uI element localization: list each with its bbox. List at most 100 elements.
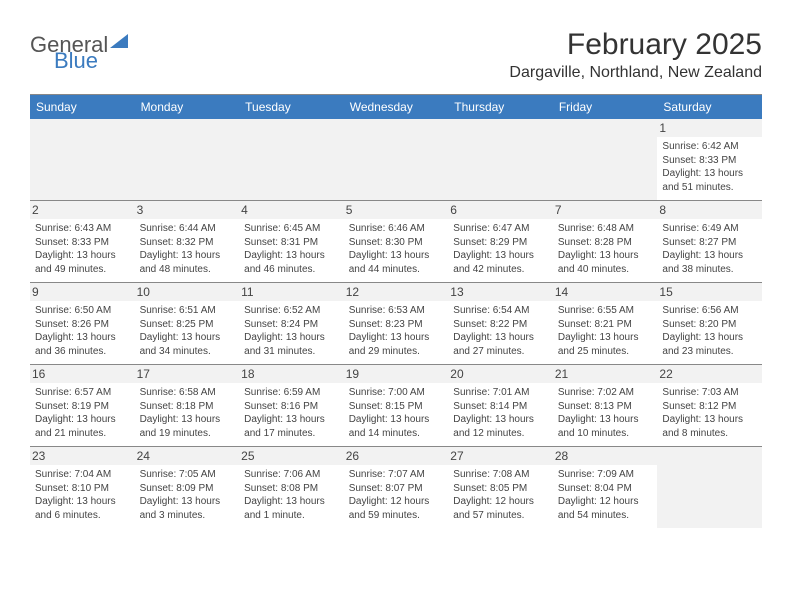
day-number: 27 <box>448 447 553 465</box>
sunset-text: Sunset: 8:12 PM <box>662 400 757 414</box>
day-details: Sunrise: 6:44 AMSunset: 8:32 PMDaylight:… <box>140 222 235 276</box>
day-cell: 15Sunrise: 6:56 AMSunset: 8:20 PMDayligh… <box>657 283 762 364</box>
sunrise-text: Sunrise: 6:54 AM <box>453 304 548 318</box>
day-cell: 18Sunrise: 6:59 AMSunset: 8:16 PMDayligh… <box>239 365 344 446</box>
day-details: Sunrise: 7:00 AMSunset: 8:15 PMDaylight:… <box>349 386 444 440</box>
day-details: Sunrise: 6:46 AMSunset: 8:30 PMDaylight:… <box>349 222 444 276</box>
week-row: 9Sunrise: 6:50 AMSunset: 8:26 PMDaylight… <box>30 282 762 364</box>
day-cell: 8Sunrise: 6:49 AMSunset: 8:27 PMDaylight… <box>657 201 762 282</box>
day-number: 23 <box>30 447 135 465</box>
sunset-text: Sunset: 8:27 PM <box>662 236 757 250</box>
day-number: 26 <box>344 447 449 465</box>
sunrise-text: Sunrise: 7:07 AM <box>349 468 444 482</box>
day-cell: 22 Sunrise: 7:03 AMSunset: 8:12 PMDayligh… <box>657 365 762 446</box>
sunrise-text: Sunrise: 6:52 AM <box>244 304 339 318</box>
day-details: Sunrise: 6:43 AMSunset: 8:33 PMDaylight:… <box>35 222 130 276</box>
sunset-text: Sunset: 8:23 PM <box>349 318 444 332</box>
day-details: Sunrise: 6:55 AMSunset: 8:21 PMDaylight:… <box>558 304 653 358</box>
daylight-text: Daylight: 12 hours and 57 minutes. <box>453 495 548 522</box>
daylight-text: Daylight: 13 hours and 36 minutes. <box>35 331 130 358</box>
sunrise-text: Sunrise: 6:50 AM <box>35 304 130 318</box>
daylight-text: Daylight: 13 hours and 44 minutes. <box>349 249 444 276</box>
sunset-text: Sunset: 8:18 PM <box>140 400 235 414</box>
day-cell-blank <box>448 119 553 200</box>
day-number: 25 <box>239 447 344 465</box>
sunset-text: Sunset: 8:16 PM <box>244 400 339 414</box>
sunrise-text: Sunrise: 7:03 AM <box>662 386 757 400</box>
sunset-text: Sunset: 8:33 PM <box>35 236 130 250</box>
day-cell: 26Sunrise: 7:07 AMSunset: 8:07 PMDayligh… <box>344 447 449 528</box>
sunrise-text: Sunrise: 6:46 AM <box>349 222 444 236</box>
day-number: 7 <box>553 201 658 219</box>
day-cell: 16Sunrise: 6:57 AMSunset: 8:19 PMDayligh… <box>30 365 135 446</box>
day-number: 6 <box>448 201 553 219</box>
sunset-text: Sunset: 8:15 PM <box>349 400 444 414</box>
day-number: 14 <box>553 283 658 301</box>
day-details: Sunrise: 6:52 AMSunset: 8:24 PMDaylight:… <box>244 304 339 358</box>
weekday-header: Wednesday <box>344 95 449 119</box>
day-details: Sunrise: 6:45 AMSunset: 8:31 PMDaylight:… <box>244 222 339 276</box>
daylight-text: Daylight: 13 hours and 42 minutes. <box>453 249 548 276</box>
sunrise-text: Sunrise: 7:01 AM <box>453 386 548 400</box>
daylight-text: Daylight: 13 hours and 12 minutes. <box>453 413 548 440</box>
weeks-container: 1Sunrise: 6:42 AMSunset: 8:33 PMDaylight… <box>30 119 762 528</box>
sunset-text: Sunset: 8:19 PM <box>35 400 130 414</box>
day-cell: 20Sunrise: 7:01 AMSunset: 8:14 PMDayligh… <box>448 365 553 446</box>
day-details: Sunrise: 7:08 AMSunset: 8:05 PMDaylight:… <box>453 468 548 522</box>
day-cell: 10Sunrise: 6:51 AMSunset: 8:25 PMDayligh… <box>135 283 240 364</box>
sunrise-text: Sunrise: 6:48 AM <box>558 222 653 236</box>
logo-text-blue: Blue <box>54 50 128 72</box>
day-details: Sunrise: 6:47 AMSunset: 8:29 PMDaylight:… <box>453 222 548 276</box>
day-number: 13 <box>448 283 553 301</box>
day-details: Sunrise: 6:53 AMSunset: 8:23 PMDaylight:… <box>349 304 444 358</box>
day-cell: 28Sunrise: 7:09 AMSunset: 8:04 PMDayligh… <box>553 447 658 528</box>
day-cell-blank <box>239 119 344 200</box>
sunset-text: Sunset: 8:13 PM <box>558 400 653 414</box>
day-cell: 5Sunrise: 6:46 AMSunset: 8:30 PMDaylight… <box>344 201 449 282</box>
daylight-text: Daylight: 13 hours and 19 minutes. <box>140 413 235 440</box>
sunrise-text: Sunrise: 7:04 AM <box>35 468 130 482</box>
sunset-text: Sunset: 8:14 PM <box>453 400 548 414</box>
daylight-text: Daylight: 13 hours and 29 minutes. <box>349 331 444 358</box>
day-number: 15 <box>657 283 762 301</box>
day-cell: 2 Sunrise: 6:43 AMSunset: 8:33 PMDaylight… <box>30 201 135 282</box>
day-cell: 9Sunrise: 6:50 AMSunset: 8:26 PMDaylight… <box>30 283 135 364</box>
daylight-text: Daylight: 13 hours and 25 minutes. <box>558 331 653 358</box>
sunrise-text: Sunrise: 6:51 AM <box>140 304 235 318</box>
day-cell: 17Sunrise: 6:58 AMSunset: 8:18 PMDayligh… <box>135 365 240 446</box>
day-details: Sunrise: 6:50 AMSunset: 8:26 PMDaylight:… <box>35 304 130 358</box>
month-title: February 2025 <box>509 28 762 62</box>
weekday-header: Friday <box>553 95 658 119</box>
daylight-text: Daylight: 13 hours and 8 minutes. <box>662 413 757 440</box>
sunrise-text: Sunrise: 6:59 AM <box>244 386 339 400</box>
sunrise-text: Sunrise: 6:42 AM <box>662 140 757 154</box>
sunset-text: Sunset: 8:05 PM <box>453 482 548 496</box>
sunset-text: Sunset: 8:30 PM <box>349 236 444 250</box>
sunset-text: Sunset: 8:25 PM <box>140 318 235 332</box>
day-number: 3 <box>135 201 240 219</box>
day-cell: 14 Sunrise: 6:55 AMSunset: 8:21 PMDayligh… <box>553 283 658 364</box>
sunrise-text: Sunrise: 7:05 AM <box>140 468 235 482</box>
daylight-text: Daylight: 13 hours and 34 minutes. <box>140 331 235 358</box>
day-cell: 12Sunrise: 6:53 AMSunset: 8:23 PMDayligh… <box>344 283 449 364</box>
day-cell: 21Sunrise: 7:02 AMSunset: 8:13 PMDayligh… <box>553 365 658 446</box>
day-cell-blank <box>657 447 762 528</box>
day-cell: 27 Sunrise: 7:08 AMSunset: 8:05 PMDayligh… <box>448 447 553 528</box>
sunrise-text: Sunrise: 7:02 AM <box>558 386 653 400</box>
daylight-text: Daylight: 13 hours and 31 minutes. <box>244 331 339 358</box>
day-cell: 11Sunrise: 6:52 AMSunset: 8:24 PMDayligh… <box>239 283 344 364</box>
sunrise-text: Sunrise: 6:53 AM <box>349 304 444 318</box>
daylight-text: Daylight: 13 hours and 40 minutes. <box>558 249 653 276</box>
daylight-text: Daylight: 13 hours and 48 minutes. <box>140 249 235 276</box>
day-cell-blank <box>30 119 135 200</box>
day-details: Sunrise: 6:48 AMSunset: 8:28 PMDaylight:… <box>558 222 653 276</box>
day-cell: 3 Sunrise: 6:44 AMSunset: 8:32 PMDaylight… <box>135 201 240 282</box>
sunset-text: Sunset: 8:28 PM <box>558 236 653 250</box>
daylight-text: Daylight: 13 hours and 14 minutes. <box>349 413 444 440</box>
day-number: 22 <box>657 365 762 383</box>
day-details: Sunrise: 6:54 AMSunset: 8:22 PMDaylight:… <box>453 304 548 358</box>
sunrise-text: Sunrise: 7:08 AM <box>453 468 548 482</box>
day-number: 2 <box>30 201 135 219</box>
daylight-text: Daylight: 13 hours and 51 minutes. <box>662 167 757 194</box>
sunset-text: Sunset: 8:08 PM <box>244 482 339 496</box>
